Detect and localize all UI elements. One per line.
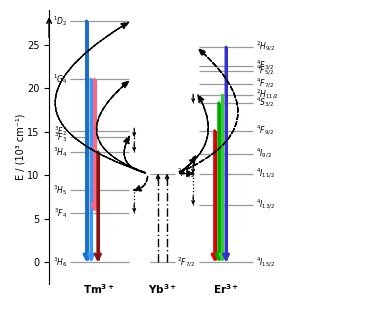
FancyArrowPatch shape: [55, 23, 145, 173]
FancyArrowPatch shape: [124, 136, 145, 173]
Y-axis label: E / (10³ cm⁻¹): E / (10³ cm⁻¹): [15, 114, 26, 180]
Text: $^1G_4$: $^1G_4$: [53, 72, 67, 86]
FancyArrowPatch shape: [133, 176, 148, 191]
Text: $^3H_6$: $^3H_6$: [53, 255, 67, 269]
FancyArrowPatch shape: [180, 171, 194, 176]
Text: $^4I_{9/2}$: $^4I_{9/2}$: [256, 146, 271, 161]
Text: $^3F_3$: $^3F_3$: [54, 130, 67, 144]
Text: $^3H_5$: $^3H_5$: [53, 183, 67, 197]
Text: $^3F_4$: $^3F_4$: [54, 206, 67, 220]
Text: $^4F_{7/2}$: $^4F_{7/2}$: [256, 77, 274, 91]
Text: $^4F_{3/2}$: $^4F_{3/2}$: [256, 59, 274, 73]
Text: $^2F_{7/2}$: $^2F_{7/2}$: [177, 255, 195, 270]
Text: $^3H_4$: $^3H_4$: [53, 145, 67, 159]
Text: $^2H_{9/2}$: $^2H_{9/2}$: [256, 40, 275, 54]
Text: $^4F_{5/2}$: $^4F_{5/2}$: [256, 64, 274, 78]
Text: $^4I_{11/2}$: $^4I_{11/2}$: [256, 166, 275, 181]
Text: $^2F_{5/2}$: $^2F_{5/2}$: [177, 166, 195, 181]
FancyArrowPatch shape: [96, 81, 145, 172]
Text: $\bf{Yb^{3+}}$: $\bf{Yb^{3+}}$: [148, 283, 177, 296]
Text: $^3F_2$: $^3F_2$: [54, 124, 67, 138]
FancyArrowPatch shape: [180, 156, 195, 172]
Text: $^4S_{3/2}$: $^4S_{3/2}$: [256, 96, 274, 110]
Text: $^4I_{15/2}$: $^4I_{15/2}$: [256, 255, 275, 270]
Text: $\bf{Tm^{3+}}$: $\bf{Tm^{3+}}$: [83, 283, 115, 296]
Text: $^1D_2$: $^1D_2$: [53, 14, 67, 28]
Text: $^4I_{13/2}$: $^4I_{13/2}$: [256, 198, 275, 212]
Text: $\bf{Er^{3+}}$: $\bf{Er^{3+}}$: [213, 283, 239, 296]
Text: $^4F_{9/2}$: $^4F_{9/2}$: [256, 124, 274, 138]
FancyArrowPatch shape: [180, 95, 208, 172]
FancyArrowPatch shape: [180, 49, 238, 172]
Text: $^2H_{11/2}$: $^2H_{11/2}$: [256, 88, 278, 102]
